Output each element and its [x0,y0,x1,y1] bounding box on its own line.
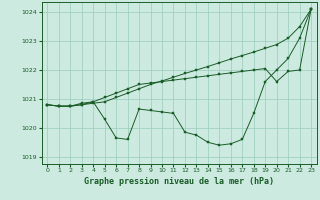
X-axis label: Graphe pression niveau de la mer (hPa): Graphe pression niveau de la mer (hPa) [84,177,274,186]
